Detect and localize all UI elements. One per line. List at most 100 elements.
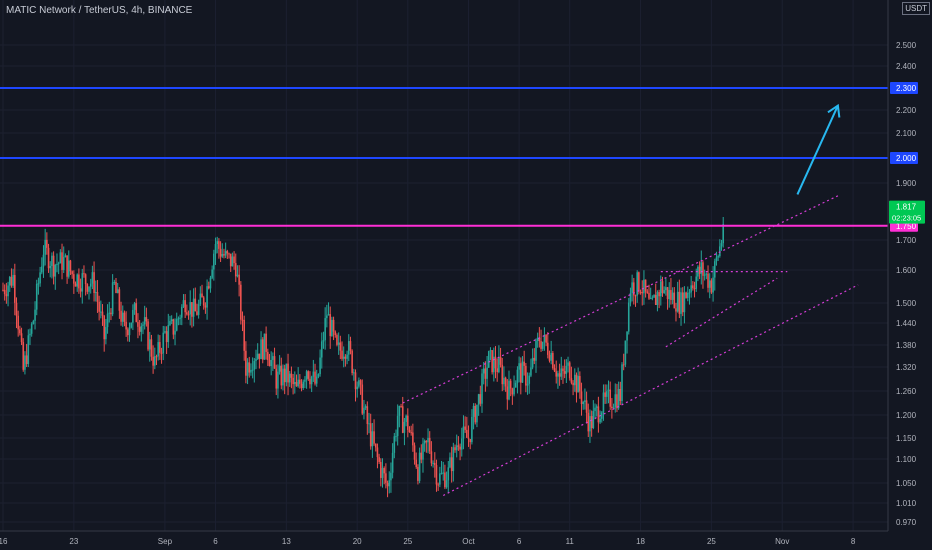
candle-body	[513, 387, 515, 395]
price-tick-label: 1.320	[896, 363, 917, 372]
candle-body	[560, 368, 563, 377]
candle-body	[619, 388, 622, 402]
candle-body	[327, 314, 330, 316]
candle-body	[160, 352, 163, 354]
candle-body	[105, 327, 107, 340]
candle-body	[66, 255, 68, 277]
candle-body	[30, 323, 33, 334]
currency-badge[interactable]: USDT	[902, 2, 930, 15]
candle-body	[681, 292, 684, 313]
candle-body	[221, 253, 224, 257]
time-axis[interactable]: 16 23 Sep 6 13 20 25 Oct 6 11 18 25 Nov 8	[0, 530, 888, 546]
price-tick-label: 1.260	[896, 387, 917, 396]
trend-line	[402, 195, 839, 404]
candle-body	[702, 262, 704, 276]
candle-body	[506, 386, 509, 400]
candle-body	[121, 312, 124, 322]
candle-body	[624, 340, 627, 365]
candle-body	[197, 304, 200, 315]
projection-arrow	[796, 103, 841, 195]
candle-body	[622, 364, 625, 366]
candle-body	[216, 241, 219, 245]
candle-body	[344, 356, 347, 359]
candle-body	[229, 253, 232, 267]
candle-body	[290, 373, 293, 378]
candle-body	[479, 394, 482, 404]
candle-body	[673, 292, 676, 309]
candle-body	[520, 363, 522, 383]
candle-body	[7, 285, 9, 297]
candle-body	[35, 283, 38, 310]
candle-body	[24, 355, 26, 370]
candle-body	[358, 380, 360, 387]
candle-body	[336, 335, 338, 345]
candle-body	[433, 462, 436, 466]
candle-body	[334, 331, 337, 336]
candle-body	[184, 300, 186, 313]
candle-body	[270, 359, 272, 367]
candle-body	[346, 354, 348, 359]
candle-body	[491, 350, 493, 373]
candle-body	[380, 461, 382, 478]
candle-body	[179, 317, 181, 319]
last-price-tag	[889, 200, 925, 224]
candle-body	[477, 394, 480, 405]
candle-body	[690, 285, 692, 293]
candle-body	[548, 354, 551, 361]
candle-body	[452, 447, 455, 472]
candle-body	[719, 246, 721, 257]
candle-body	[432, 462, 434, 464]
candle-body	[145, 317, 148, 322]
candle-body	[143, 317, 146, 325]
candle-body	[359, 380, 362, 385]
candle-body	[504, 377, 507, 387]
candle-body	[413, 445, 416, 460]
candle-body	[174, 330, 176, 335]
price-axis[interactable]: 0.970 1.010 1.050 1.100 1.150 1.200 1.260 1.320…	[887, 0, 917, 531]
candle-body	[110, 312, 112, 315]
candle-body	[449, 457, 451, 468]
candle-body	[599, 418, 601, 423]
candle-body	[180, 306, 183, 318]
candle-body	[597, 406, 600, 423]
candle-body	[654, 294, 657, 305]
candle-body	[273, 356, 276, 369]
candle-body	[648, 292, 650, 299]
candle-body	[73, 274, 75, 284]
candle-body	[437, 484, 439, 486]
candle-body	[120, 310, 122, 322]
candle-body	[339, 342, 342, 351]
candle-body	[245, 350, 247, 376]
candle-body	[46, 239, 48, 248]
candle-body	[592, 411, 595, 429]
candle-body	[555, 371, 558, 377]
candle-body	[707, 273, 709, 288]
candle-body	[590, 416, 593, 429]
candle-body	[238, 274, 240, 285]
candle-body	[231, 256, 234, 267]
candle-body	[59, 252, 62, 264]
candle-body	[347, 341, 350, 355]
candle-body	[663, 290, 665, 294]
candle-body	[196, 311, 198, 315]
candle-body	[656, 292, 659, 305]
candle-body	[98, 301, 100, 312]
candle-body	[396, 415, 399, 437]
candle-body	[557, 373, 559, 377]
candle-body	[439, 473, 441, 485]
price-tick-label: 1.700	[896, 236, 917, 245]
candle-body	[533, 357, 536, 361]
candle-body	[720, 243, 723, 247]
candle-body	[693, 288, 696, 290]
candle-body	[19, 329, 21, 334]
candle-body	[683, 292, 686, 313]
candle-body	[391, 452, 394, 473]
candle-body	[535, 340, 537, 361]
candle-body	[445, 480, 448, 488]
candle-body	[56, 264, 58, 266]
price-tick-label: 1.440	[896, 319, 917, 328]
candle-body	[363, 407, 365, 414]
candle-body	[47, 247, 50, 269]
candle-body	[234, 263, 237, 277]
